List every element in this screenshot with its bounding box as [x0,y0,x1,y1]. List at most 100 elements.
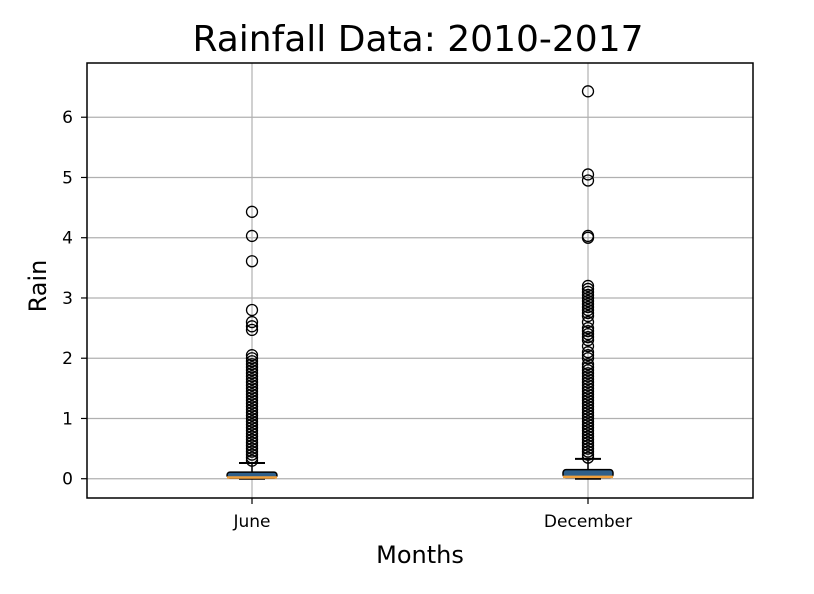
flier-point [581,370,595,383]
y-tick-label: 5 [62,168,73,188]
flier-point [245,412,259,425]
flier-point [581,303,595,317]
flier-point [245,364,259,377]
flier-point [245,406,259,419]
flier-point [245,403,259,416]
flier-point [581,333,595,347]
y-tick-label: 4 [62,229,73,249]
flier-point [581,330,595,344]
y-tick-label: 3 [62,289,73,309]
flier-point [245,442,259,455]
y-tick-label: 6 [62,108,73,128]
flier-point [245,430,259,443]
flier-point [245,388,259,401]
x-tick-label: December [544,512,632,532]
flier-point [581,433,595,446]
flier-point [581,412,595,425]
plot-frame [86,62,754,499]
flier-point [245,370,259,383]
flier-point [245,397,259,410]
flier-point [581,367,595,380]
flier-point [245,394,259,407]
flier-point [245,229,259,243]
axes: 0 1 2 3 4 5 6 June December [62,62,754,532]
flier-point [581,391,595,404]
flier-point [245,355,259,368]
flier-point [581,439,595,452]
flier-point [245,320,259,333]
flier-point [581,418,595,431]
flier-point [581,294,595,308]
flier-point [245,409,259,422]
grid [87,63,753,498]
flier-point [581,409,595,422]
flier-point [581,346,595,359]
flier-point [245,323,259,337]
y-tick-label: 0 [62,470,73,490]
flier-point [581,315,595,329]
flier-point [245,448,259,461]
flier-point [581,436,595,449]
flier-point [581,297,595,311]
flier-point [581,291,595,305]
flier-point [245,400,259,413]
flier-point [581,279,595,293]
flier-point [581,427,595,440]
flier-point [245,418,259,431]
flier-point [581,282,595,296]
plot-area [226,85,614,480]
flier-point [581,424,595,437]
y-axis-label: Rain [24,260,52,313]
flier-point [245,358,259,371]
flier-point [245,376,259,389]
flier-point [581,364,595,377]
flier-point [581,406,595,419]
flier-point [581,358,595,371]
flier-point [245,391,259,404]
flier-point [581,430,595,443]
flier-point [245,436,259,449]
flier-point [581,394,595,407]
flier-point [581,349,595,362]
flier-point [581,288,595,302]
flier-point [245,205,259,218]
box-group-june [226,205,278,480]
flier-point [245,439,259,452]
flier-point [245,445,259,458]
flier-point [245,361,259,374]
flier-point [581,324,595,338]
x-tick-label: June [232,512,270,532]
flier-point [245,367,259,380]
flier-point [581,382,595,395]
flier-point [581,442,595,455]
flier-point [245,421,259,434]
flier-point [245,303,259,317]
flier-point [245,433,259,446]
flier-point [581,231,595,244]
flier-point [245,424,259,437]
flier-point [245,427,259,440]
flier-point [581,400,595,413]
flier-point [245,352,259,365]
chart-title: Rainfall Data: 2010-2017 [192,19,643,60]
flier-point [245,349,259,362]
flier-point [581,285,595,299]
flier-point [581,403,595,416]
flier-point [581,306,595,320]
box-group-december [562,85,614,480]
flier-point [581,361,595,374]
flier-point [581,85,595,98]
flier-point [581,300,595,314]
flier-point [581,340,595,353]
flier-point [581,321,595,335]
flier-point [581,327,595,341]
flier-point [581,352,595,365]
flier-point [245,382,259,395]
y-tick-label: 1 [62,409,73,429]
flier-point [581,385,595,398]
flier-point [581,421,595,434]
flier-point [581,445,595,458]
flier-point [581,373,595,386]
flier-point [245,379,259,392]
